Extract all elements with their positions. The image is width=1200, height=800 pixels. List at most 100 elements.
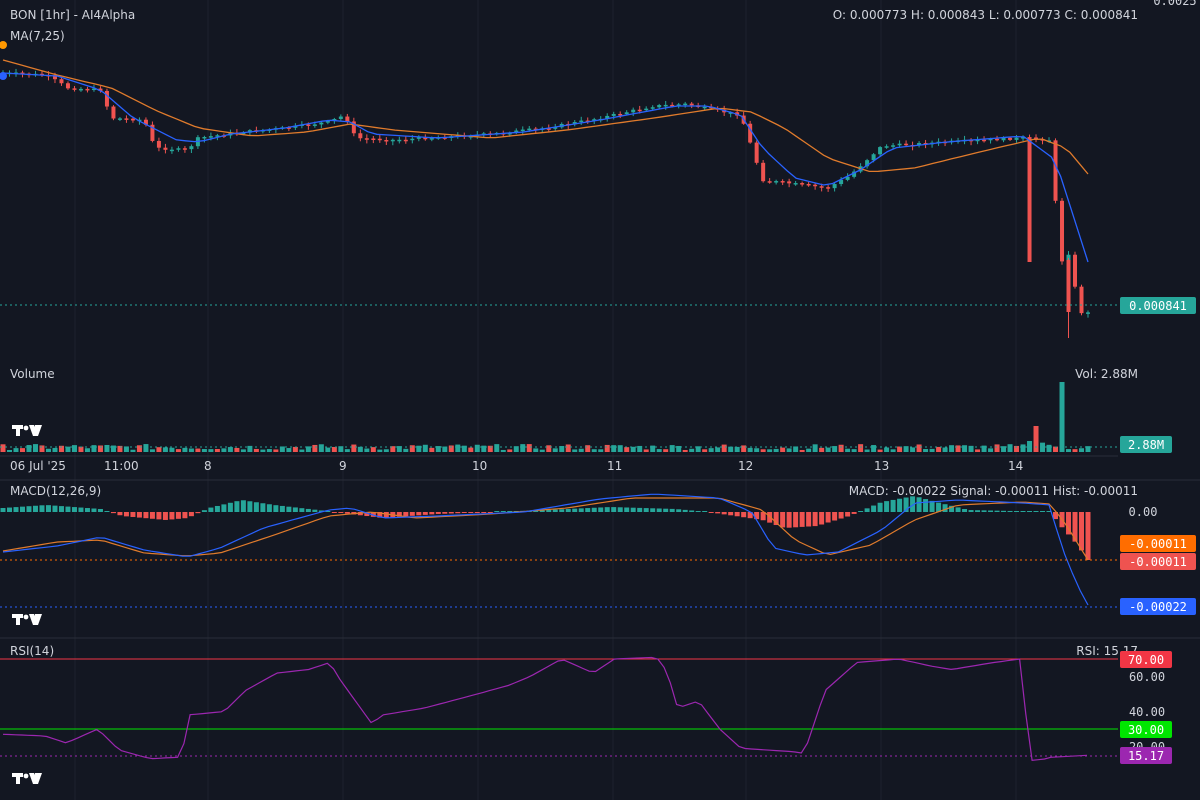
candle <box>65 83 70 89</box>
volume-bar <box>494 444 500 452</box>
macd-histogram-bar <box>838 512 844 519</box>
last-price-tag-text: 0.000841 <box>1129 299 1187 313</box>
volume-bar <box>806 448 812 452</box>
candle <box>917 143 922 146</box>
candle <box>104 90 109 107</box>
candle <box>150 124 155 141</box>
price-pane[interactable]: BON [1hr] - AI4Alpha MA(7,25) O: 0.00077… <box>0 0 1197 338</box>
volume-bar <box>13 448 19 452</box>
macd-histogram-bar <box>97 508 103 512</box>
macd-histogram-bar <box>799 512 805 527</box>
volume-bar <box>962 445 968 452</box>
macd-histogram-bar <box>383 512 389 518</box>
candle <box>579 120 584 123</box>
volume-bar <box>377 449 383 452</box>
candle <box>592 119 597 121</box>
volume-bar <box>890 449 896 452</box>
volume-bar <box>702 449 708 452</box>
volume-bar <box>195 448 201 452</box>
volume-bar <box>955 445 961 452</box>
volume-bar <box>390 446 396 452</box>
candle <box>429 138 434 140</box>
macd-histogram-bar <box>819 512 825 525</box>
rsi-current-tag-text: 15.17 <box>1128 749 1164 763</box>
time-axis[interactable]: 06 Jul '25 11:00 8 9 10 11 12 13 14 <box>0 455 1200 481</box>
candle <box>657 105 662 108</box>
macd-histogram-bar <box>689 510 695 512</box>
macd-histogram-bar <box>864 508 870 512</box>
rsi-lower-tag <box>1120 721 1172 738</box>
volume-bar <box>728 446 734 452</box>
volume-bar <box>481 445 487 452</box>
volume-bar <box>591 449 597 452</box>
volume-bar <box>949 445 955 452</box>
macd-histogram-bar <box>825 512 831 523</box>
volume-bar <box>253 448 259 452</box>
macd-histogram-bar <box>468 512 474 513</box>
macd-histogram-bar <box>1020 511 1026 512</box>
candle <box>611 113 616 116</box>
macd-histogram-bar <box>377 512 383 518</box>
macd-histogram-bar <box>312 509 318 512</box>
time-tick-label: 9 <box>339 459 347 473</box>
macd-tag <box>1120 598 1196 615</box>
candle <box>325 121 330 123</box>
rsi-pane[interactable]: RSI(14) RSI: 15.17 60.00 40.00 20.00 70.… <box>0 637 1200 784</box>
candle <box>312 124 317 126</box>
macd-histogram-bar <box>721 512 727 515</box>
volume-bar <box>201 449 207 452</box>
volume-bar <box>617 445 623 452</box>
ma7-line <box>2 72 1089 263</box>
rsi-upper-tag-text: 70.00 <box>1128 653 1164 667</box>
volume-bar <box>968 445 974 452</box>
rsi-tick-60: 60.00 <box>1129 670 1165 684</box>
volume-bar <box>1040 442 1046 452</box>
volume-bar <box>656 449 662 452</box>
macd-histogram-bar <box>494 511 500 512</box>
volume-pane[interactable]: Volume Vol: 2.88M 2.88M <box>0 367 1172 453</box>
volume-bar <box>552 448 558 452</box>
volume-bar <box>247 445 253 452</box>
volume-bar <box>676 445 682 452</box>
macd-histogram-bar <box>227 502 233 512</box>
candle <box>514 130 519 133</box>
volume-bar <box>507 449 513 452</box>
volume-bar <box>240 449 246 452</box>
macd-histogram-bar <box>786 512 792 528</box>
macd-histogram-bar <box>273 505 279 512</box>
macd-pane[interactable]: MACD(12,26,9) MACD: -0.00022 Signal: -0.… <box>0 484 1196 625</box>
macd-histogram-bar <box>1014 511 1020 512</box>
candle <box>897 143 902 146</box>
macd-histogram-bar <box>45 505 51 512</box>
macd-readout: MACD: -0.00022 Signal: -0.00011 Hist: -0… <box>849 484 1138 498</box>
volume-bar <box>357 446 363 452</box>
tradingview-logo-icon <box>12 614 42 625</box>
volume-bar <box>188 448 194 452</box>
macd-histogram-bar <box>845 512 851 517</box>
time-tick-label: 11:00 <box>104 459 139 473</box>
candle <box>527 128 532 131</box>
volume-bars <box>0 382 1091 452</box>
macd-histogram-bar <box>968 510 974 512</box>
candle <box>390 139 395 142</box>
macd-histogram-bar <box>981 510 987 512</box>
last-price-tag <box>1120 297 1196 314</box>
candle <box>319 122 324 125</box>
volume-bar <box>832 446 838 452</box>
macd-histogram-bar <box>962 508 968 512</box>
macd-histogram-bar <box>988 510 994 512</box>
candle <box>982 139 987 142</box>
macd-histogram-bar <box>110 512 116 514</box>
candle <box>891 145 896 147</box>
volume-bar <box>39 445 45 452</box>
macd-histogram-bar <box>994 510 1000 512</box>
candle <box>364 138 369 140</box>
volume-bar <box>624 447 630 452</box>
tradingview-logo-icon <box>12 773 42 784</box>
candle <box>371 138 376 140</box>
macd-histogram-bar <box>123 512 129 517</box>
candle <box>813 184 818 187</box>
volume-bar <box>273 449 279 452</box>
candle <box>975 139 980 142</box>
